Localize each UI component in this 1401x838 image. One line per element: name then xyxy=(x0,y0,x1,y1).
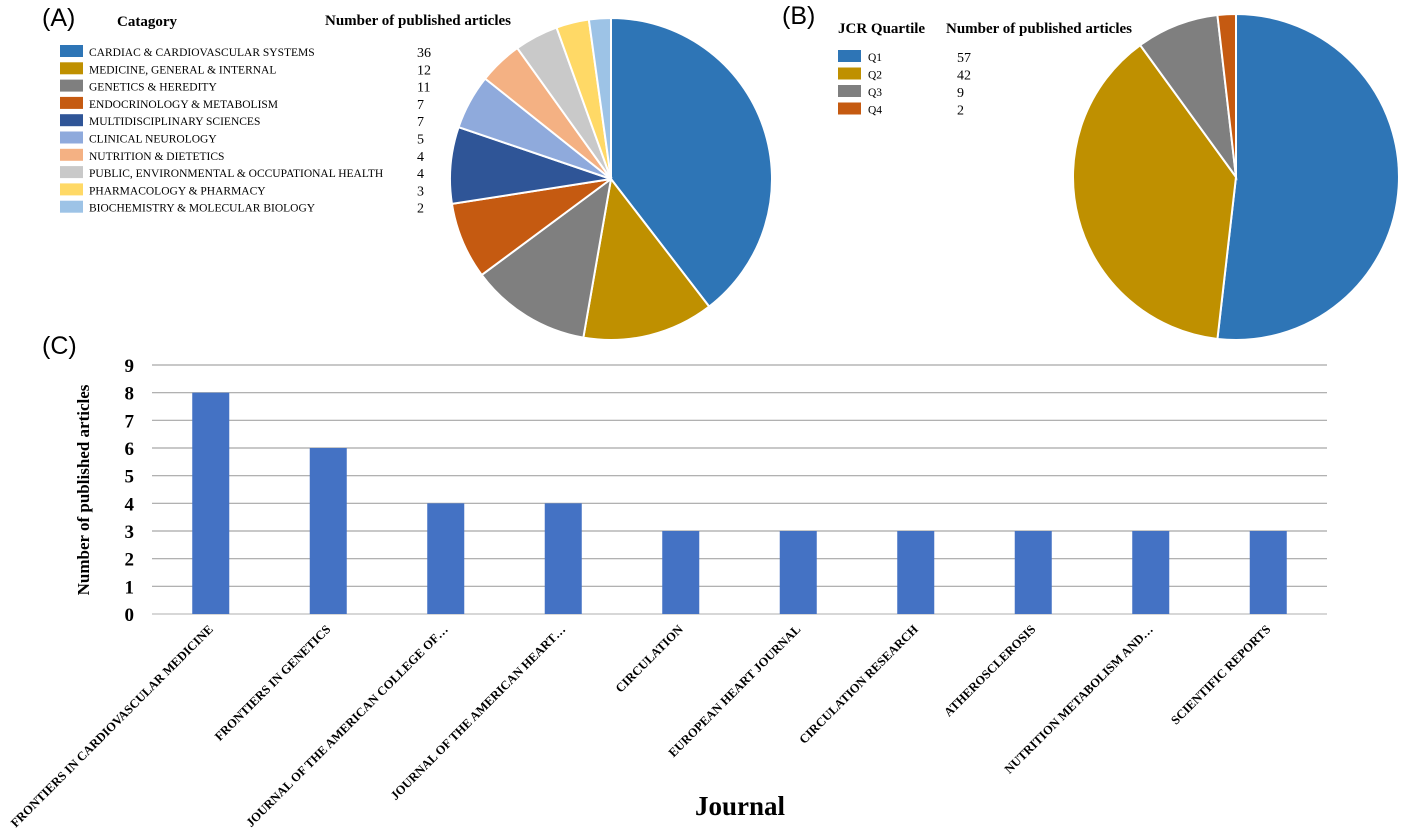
bar-x-tick-label: CIRCULATION RESEARCH xyxy=(796,622,921,747)
bar-y-tick-label: 8 xyxy=(125,384,135,405)
bar-y-ticks: 0 1 2 3 4 5 6 7 8 9 xyxy=(125,356,135,626)
quartile-legend-swatch xyxy=(838,85,861,97)
category-legend-swatch xyxy=(60,62,83,75)
quartile-slice xyxy=(1216,12,1237,178)
quartile-legend-swatch xyxy=(838,50,861,62)
bar-x-tick-label: FRONTIERS IN GENETICS xyxy=(212,622,333,743)
bar-x-tick-label: JOURNAL OF THE AMERICAN COLLEGE OF… xyxy=(243,622,451,830)
category-legend-value: 11 xyxy=(417,81,430,96)
category-legend-label: BIOCHEMISTRY & MOLECULAR BIOLOGY xyxy=(89,203,316,215)
panel-b-legend: Q1 57 Q2 42 Q3 9 Q4 2 xyxy=(838,50,971,119)
category-legend-swatch xyxy=(60,166,83,179)
category-slice xyxy=(480,176,613,339)
category-legend-value: 3 xyxy=(417,184,424,199)
bar-y-tick-label: 5 xyxy=(125,467,135,488)
quartile-legend-value: 9 xyxy=(957,86,964,101)
quartile-legend-swatch xyxy=(838,67,861,80)
category-legend-swatch xyxy=(60,148,83,161)
bar-x-tick-label: CIRCULATION xyxy=(613,622,686,695)
bar xyxy=(1249,531,1287,614)
panel-c-chart: 0 1 2 3 4 5 6 7 8 9 FRONTIERS IN CARDIOVASCULAR M… xyxy=(8,356,1327,830)
bar-x-tick-label: EUROPEAN HEART JOURNAL xyxy=(666,622,804,760)
bar-y-tick-label: 9 xyxy=(125,356,135,377)
bar xyxy=(779,531,817,614)
category-legend-label: GENETICS & HEREDITY xyxy=(89,82,217,94)
quartile-slice xyxy=(1216,12,1400,341)
bar-x-tick-label: SCIENTIFIC REPORTS xyxy=(1168,622,1273,727)
quartile-legend-value: 2 xyxy=(957,104,964,119)
category-legend-value: 7 xyxy=(417,115,424,130)
quartile-legend-value: 42 xyxy=(957,69,971,84)
panel-a-pie xyxy=(449,16,773,341)
category-legend-label: PHARMACOLOGY & PHARMACY xyxy=(89,185,266,197)
bar-x-tick-label: FRONTIERS IN CARDIOVASCULAR MEDICINE xyxy=(8,622,216,830)
category-legend-value: 4 xyxy=(417,167,424,182)
category-legend-swatch xyxy=(60,79,83,92)
panel-a-chart: Catagory Number of published articles CA… xyxy=(60,13,773,341)
quartile-legend-label: Q3 xyxy=(868,87,882,99)
bar-y-tick-label: 2 xyxy=(125,550,135,571)
category-legend-label: MEDICINE, GENERAL & INTERNAL xyxy=(89,64,276,76)
quartile-legend-value: 57 xyxy=(957,51,971,66)
bar xyxy=(309,448,347,614)
category-legend-swatch xyxy=(60,114,83,127)
category-legend-label: CLINICAL NEUROLOGY xyxy=(89,134,217,146)
quartile-slice xyxy=(1072,43,1238,341)
category-legend-swatch xyxy=(60,131,83,144)
panel-b-label: (B) xyxy=(782,2,815,30)
panel-a-label: (A) xyxy=(42,4,75,32)
quartile-legend-label: Q2 xyxy=(868,70,882,82)
quartile-legend-swatch xyxy=(838,102,861,115)
bar-y-tick-label: 3 xyxy=(125,522,135,543)
panel-b-chart: JCR Quartile Number of published article… xyxy=(838,12,1400,341)
bar-y-tick-label: 1 xyxy=(125,577,135,598)
bar-x-tick-label: ATHEROSCLEROSIS xyxy=(941,622,1038,719)
category-slice xyxy=(587,16,612,180)
bar-x-axis-label: Journal xyxy=(695,791,786,821)
panel-b-pie xyxy=(1072,12,1400,341)
category-legend-value: 36 xyxy=(417,46,431,61)
panel-b-value-header: Number of published articles xyxy=(946,21,1132,37)
bar xyxy=(1132,531,1170,614)
category-slice xyxy=(582,176,711,341)
category-legend-value: 2 xyxy=(417,202,424,217)
category-legend-label: CARDIAC & CARDIOVASCULAR SYSTEMS xyxy=(89,47,315,59)
bar-y-tick-label: 4 xyxy=(125,494,135,515)
category-legend-swatch xyxy=(60,183,83,196)
category-slice xyxy=(610,16,773,308)
panel-a-value-header: Number of published articles xyxy=(325,13,511,29)
category-legend-label: ENDOCRINOLOGY & METABOLISM xyxy=(89,99,278,111)
category-legend-label: MULTIDISCIPLINARY SCIENCES xyxy=(89,116,260,128)
bar-x-ticks: FRONTIERS IN CARDIOVASCULAR MEDICINEFRON… xyxy=(8,622,1273,830)
bar xyxy=(192,392,230,614)
category-legend-label: PUBLIC, ENVIRONMENTAL & OCCUPATIONAL HEA… xyxy=(89,168,383,180)
category-legend-swatch xyxy=(60,200,83,213)
panel-c-label: (C) xyxy=(42,332,77,360)
category-legend-value: 7 xyxy=(417,98,424,113)
bar-y-tick-label: 6 xyxy=(125,439,135,460)
category-legend-value: 5 xyxy=(417,133,424,148)
bar xyxy=(427,503,465,614)
bar-y-tick-label: 0 xyxy=(125,605,135,626)
panel-a-legend-header: Catagory xyxy=(117,14,177,30)
bar xyxy=(1014,531,1052,614)
category-legend-label: NUTRITION & DIETETICS xyxy=(89,151,224,163)
category-legend-swatch xyxy=(60,96,83,109)
quartile-legend-label: Q4 xyxy=(868,105,882,117)
bar xyxy=(897,531,935,614)
panel-b-legend-header: JCR Quartile xyxy=(838,21,925,37)
bar-y-axis-label: Number of published articles xyxy=(74,384,93,595)
bar-y-tick-label: 7 xyxy=(125,411,135,432)
category-legend-value: 4 xyxy=(417,150,424,165)
bar xyxy=(544,503,582,614)
category-legend-swatch xyxy=(60,45,83,57)
quartile-legend-label: Q1 xyxy=(868,52,882,64)
bar-gridlines xyxy=(152,364,1327,615)
bar xyxy=(662,531,700,614)
category-legend-value: 12 xyxy=(417,63,431,78)
bar-series xyxy=(192,392,1287,614)
panel-a-legend: CARDIAC & CARDIOVASCULAR SYSTEMS 36 MEDICI… xyxy=(60,45,431,217)
